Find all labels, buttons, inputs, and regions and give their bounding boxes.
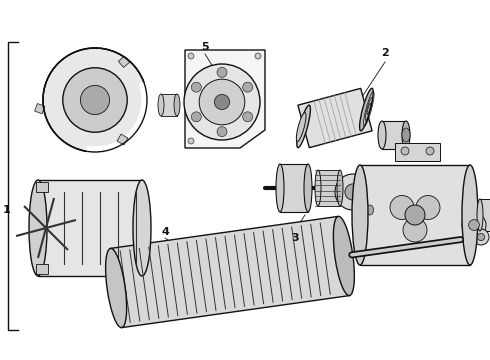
Circle shape [335, 174, 371, 210]
Polygon shape [111, 216, 349, 328]
Polygon shape [298, 88, 372, 148]
Circle shape [217, 67, 227, 77]
Circle shape [215, 94, 230, 109]
Ellipse shape [378, 121, 386, 149]
Ellipse shape [462, 165, 478, 265]
Ellipse shape [174, 94, 180, 116]
Circle shape [462, 213, 486, 237]
Circle shape [255, 53, 261, 59]
Bar [117, 134, 128, 145]
Ellipse shape [367, 205, 373, 215]
Ellipse shape [402, 121, 410, 149]
Ellipse shape [402, 128, 410, 142]
Circle shape [405, 205, 425, 225]
Circle shape [63, 68, 127, 132]
Circle shape [188, 138, 194, 144]
Circle shape [390, 195, 414, 220]
Circle shape [416, 195, 440, 220]
Bar [280, 164, 308, 212]
Text: 4: 4 [161, 227, 169, 237]
Bar [395, 143, 440, 161]
Circle shape [191, 82, 201, 92]
Ellipse shape [158, 94, 164, 116]
Ellipse shape [363, 201, 377, 219]
Circle shape [477, 233, 485, 240]
Bar [36, 182, 48, 192]
Circle shape [217, 127, 227, 137]
Ellipse shape [29, 180, 47, 276]
Bar [38, 180, 142, 276]
Circle shape [403, 218, 427, 242]
Circle shape [243, 112, 253, 122]
Ellipse shape [297, 105, 310, 148]
Circle shape [243, 82, 253, 92]
Circle shape [199, 79, 245, 125]
Ellipse shape [276, 164, 284, 212]
Circle shape [80, 85, 110, 114]
Text: 1: 1 [3, 205, 11, 215]
Bar [318, 170, 340, 206]
Ellipse shape [333, 216, 354, 296]
Circle shape [401, 147, 409, 155]
Text: 5: 5 [201, 42, 209, 52]
Bar [480, 199, 490, 231]
Bar [118, 56, 129, 67]
Ellipse shape [304, 164, 312, 212]
Ellipse shape [337, 170, 343, 206]
Ellipse shape [360, 88, 373, 131]
Circle shape [191, 112, 201, 122]
Ellipse shape [296, 113, 306, 141]
Text: 2: 2 [381, 48, 389, 58]
Bar [35, 104, 45, 114]
Circle shape [188, 53, 194, 59]
Bar [36, 264, 48, 274]
Bar [382, 121, 406, 149]
Circle shape [345, 184, 361, 200]
Circle shape [468, 220, 479, 230]
Circle shape [426, 147, 434, 155]
Text: 3: 3 [291, 233, 299, 243]
Bar [360, 165, 470, 265]
Ellipse shape [352, 165, 368, 265]
Ellipse shape [477, 199, 483, 231]
Circle shape [184, 64, 260, 140]
Bar [161, 94, 177, 116]
Ellipse shape [106, 248, 126, 328]
Ellipse shape [315, 170, 321, 206]
Circle shape [43, 48, 147, 152]
Circle shape [473, 229, 489, 245]
Polygon shape [185, 50, 265, 148]
Ellipse shape [133, 180, 151, 276]
